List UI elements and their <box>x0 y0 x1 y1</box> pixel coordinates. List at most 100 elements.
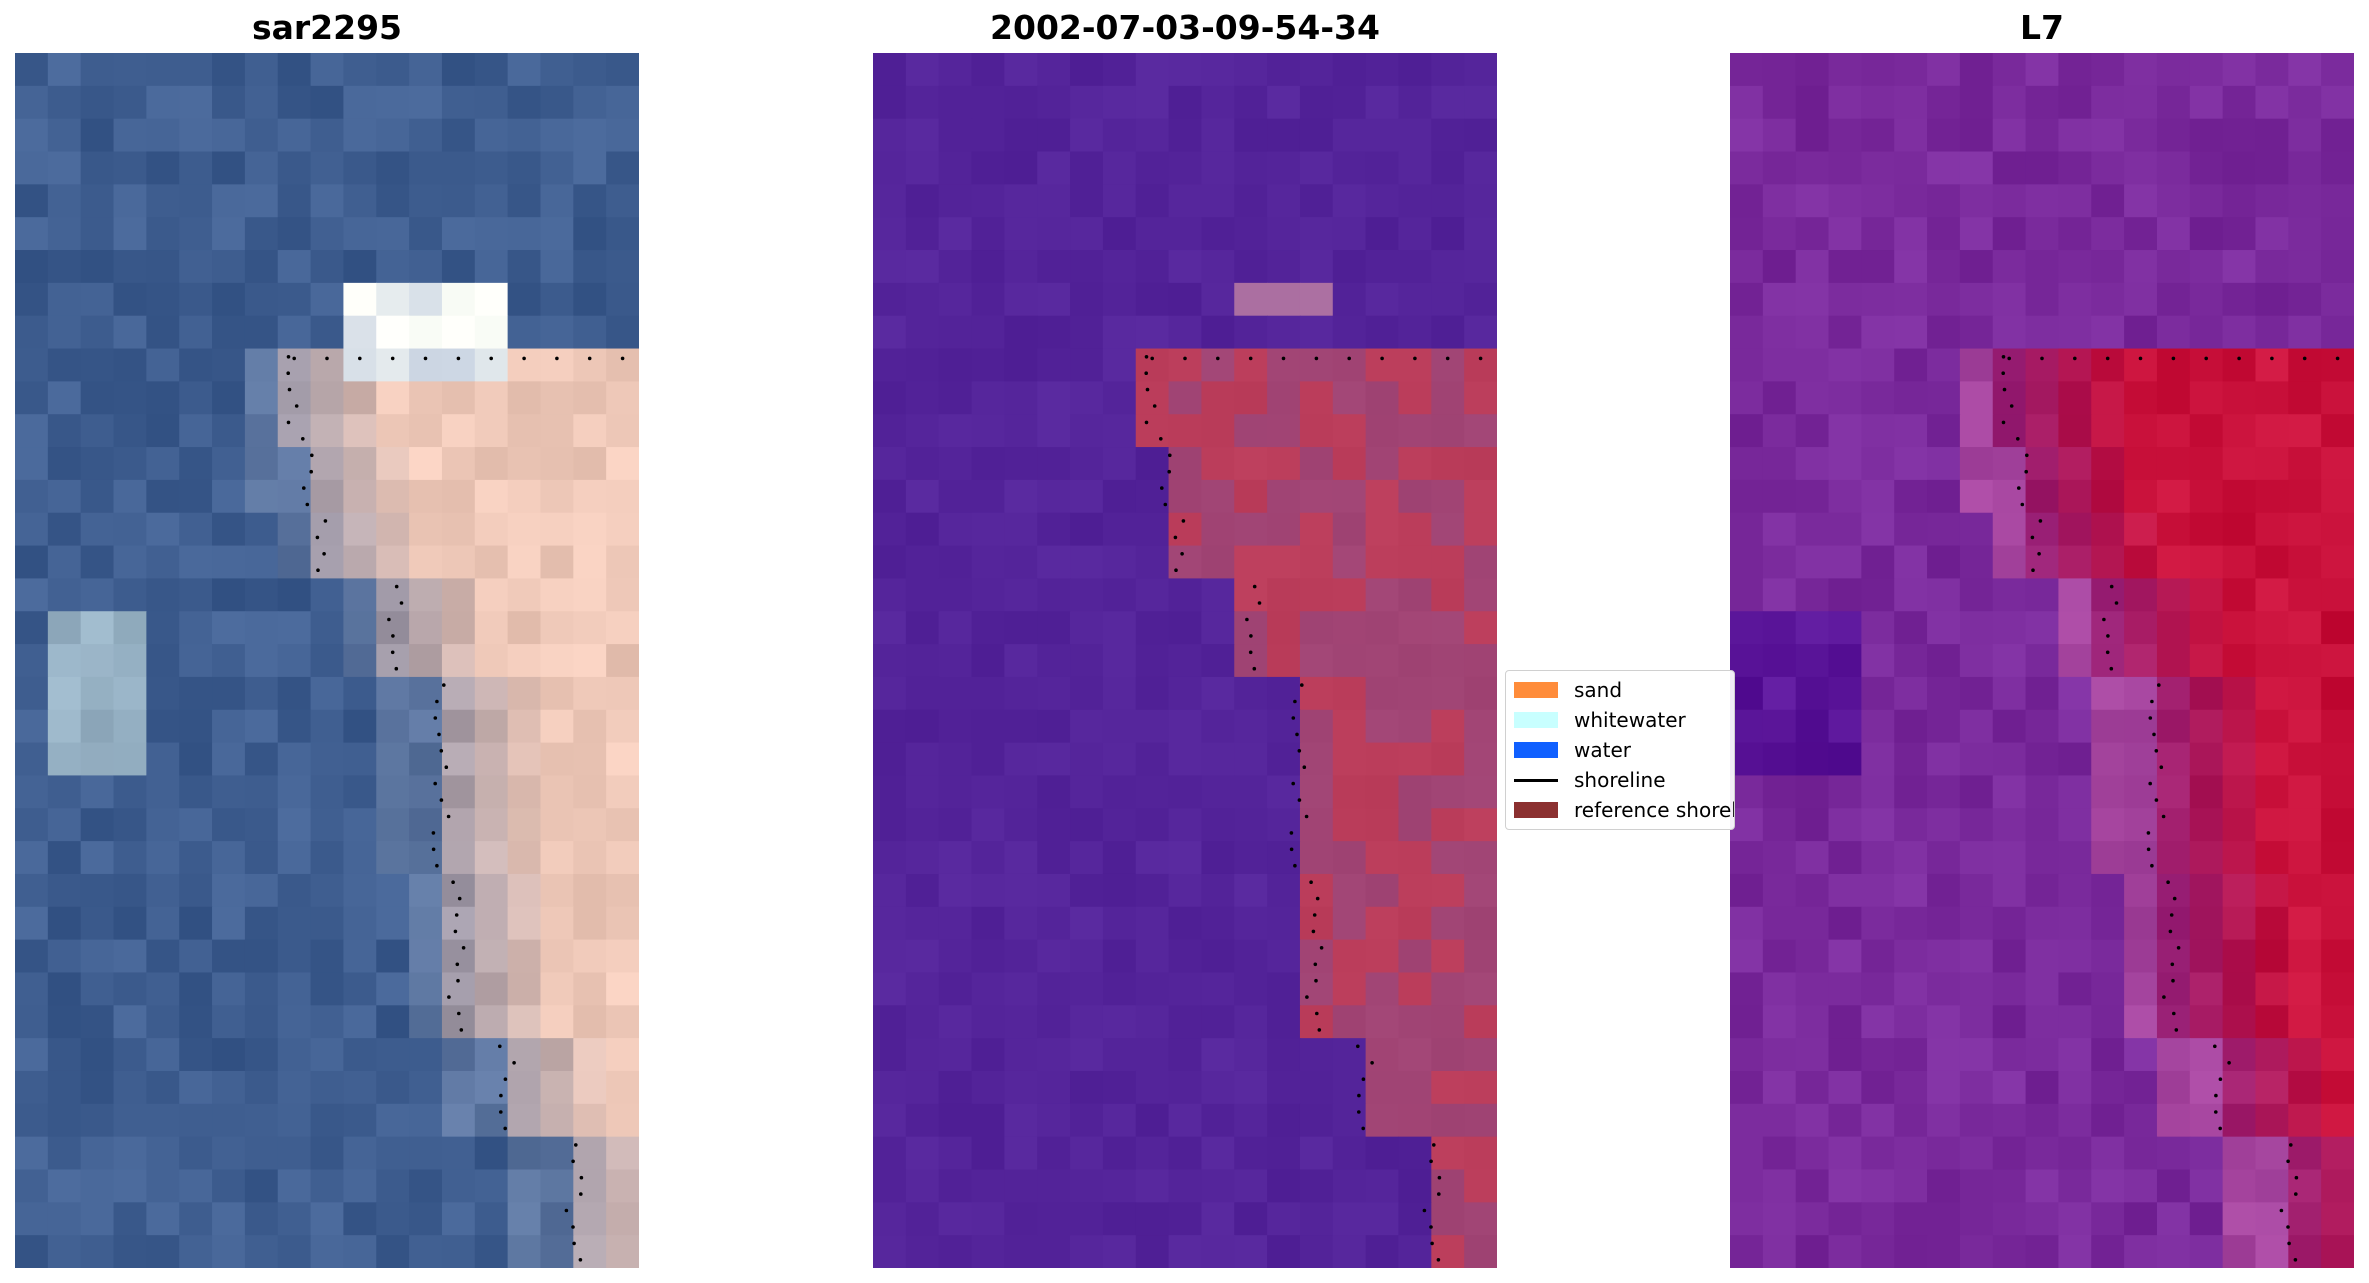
classified-pixel <box>971 479 1005 514</box>
classified-pixel <box>1201 414 1235 448</box>
rgb-pixel <box>113 447 147 481</box>
index-pixel <box>2124 414 2158 448</box>
rgb-pixel <box>606 381 639 415</box>
rgb-pixel <box>441 479 476 514</box>
shoreline-point <box>2166 880 2170 884</box>
classified-pixel <box>1004 709 1038 744</box>
rgb-pixel <box>47 479 82 514</box>
index-pixel <box>2091 381 2125 415</box>
classified-pixel <box>1267 1103 1301 1138</box>
rgb-pixel <box>212 1103 246 1138</box>
rgb-pixel <box>474 118 509 153</box>
index-pixel <box>1992 414 2027 448</box>
classified-pixel <box>905 939 940 974</box>
index-pixel <box>2025 512 2060 547</box>
index-pixel <box>1795 348 1830 382</box>
classified-pixel <box>873 545 907 580</box>
classified-pixel <box>1365 479 1400 514</box>
classified-pixel <box>1431 118 1465 153</box>
rgb-pixel <box>441 315 476 350</box>
shoreline-point <box>431 847 436 852</box>
index-pixel <box>2222 53 2257 87</box>
rgb-pixel <box>606 414 639 448</box>
rgb-pixel <box>146 873 180 908</box>
rgb-pixel <box>47 1070 82 1105</box>
index-pixel <box>1828 1038 1862 1072</box>
rgb-pixel <box>310 873 345 908</box>
rgb-pixel <box>573 939 607 974</box>
rgb-pixel <box>376 1038 410 1072</box>
index-pixel <box>2124 906 2158 941</box>
classified-pixel <box>1201 808 1235 842</box>
rgb-pixel <box>540 1103 574 1138</box>
classified-pixel <box>1004 85 1038 120</box>
classified-pixel <box>1332 479 1367 514</box>
rgb-pixel <box>606 873 639 908</box>
shoreline-point <box>1297 798 1302 802</box>
rgb-pixel <box>573 250 607 284</box>
shoreline-point <box>2289 1143 2293 1147</box>
index-pixel <box>1730 381 1764 415</box>
index-pixel <box>2124 447 2158 481</box>
classified-pixel <box>938 545 973 580</box>
rgb-pixel <box>15 676 49 711</box>
classified-pixel <box>1037 709 1071 744</box>
rgb-pixel <box>80 578 115 612</box>
index-pixel <box>2189 972 2224 1006</box>
classified-pixel <box>1037 841 1071 875</box>
classified-pixel <box>971 841 1005 875</box>
shoreline-point <box>1173 535 1178 540</box>
index-pixel <box>2288 217 2322 251</box>
index-pixel <box>1795 873 1830 908</box>
classified-pixel <box>1299 151 1334 185</box>
classified-pixel <box>1332 644 1367 678</box>
index-pixel <box>2025 414 2060 448</box>
index-pixel <box>2222 1169 2257 1203</box>
rgb-pixel <box>47 676 82 711</box>
rgb-pixel <box>606 512 639 547</box>
rgb-pixel <box>474 85 509 120</box>
rgb-pixel <box>606 282 639 317</box>
index-pixel <box>2124 709 2158 744</box>
index-pixel <box>1992 545 2027 580</box>
whitewater-swatch-icon <box>1514 712 1558 728</box>
rgb-pixel <box>573 1169 607 1203</box>
rgb-pixel <box>343 676 377 711</box>
classified-pixel <box>1464 348 1497 382</box>
rgb-pixel <box>606 939 639 974</box>
rgb-pixel <box>573 1005 607 1039</box>
classified-pixel <box>1102 873 1137 908</box>
index-pixel <box>1861 841 1895 875</box>
classified-pixel <box>873 479 907 514</box>
classified-pixel <box>938 53 973 87</box>
rgb-pixel <box>179 1136 213 1171</box>
rgb-pixel <box>15 972 49 1006</box>
classified-pixel <box>1201 742 1235 777</box>
index-pixel <box>2124 611 2158 645</box>
shoreline-point <box>1312 913 1317 917</box>
shoreline-point <box>2169 913 2174 917</box>
classified-pixel <box>905 808 940 842</box>
classified-pixel <box>1070 611 1104 645</box>
index-pixel <box>1927 939 1961 974</box>
index-pixel <box>2091 315 2125 350</box>
rgb-pixel <box>474 709 509 744</box>
shoreline-point <box>522 356 526 361</box>
classified-pixel <box>1135 184 1170 218</box>
classified-pixel <box>1332 1103 1367 1138</box>
index-pixel <box>1828 1070 1862 1105</box>
index-pixel <box>1959 381 1994 415</box>
index-pixel <box>2222 1136 2257 1171</box>
rgb-pixel <box>212 775 246 809</box>
index-pixel <box>1795 151 1830 185</box>
index-pixel <box>1959 184 1994 218</box>
index-pixel <box>2321 1070 2354 1105</box>
classified-pixel <box>1431 1103 1465 1138</box>
rgb-pixel <box>244 151 279 185</box>
index-pixel <box>1730 1202 1764 1236</box>
rgb-pixel <box>80 1070 115 1105</box>
shoreline-point <box>578 1258 583 1262</box>
rgb-pixel <box>376 184 410 218</box>
index-pixel <box>2058 315 2092 350</box>
rgb-pixel <box>441 151 476 185</box>
